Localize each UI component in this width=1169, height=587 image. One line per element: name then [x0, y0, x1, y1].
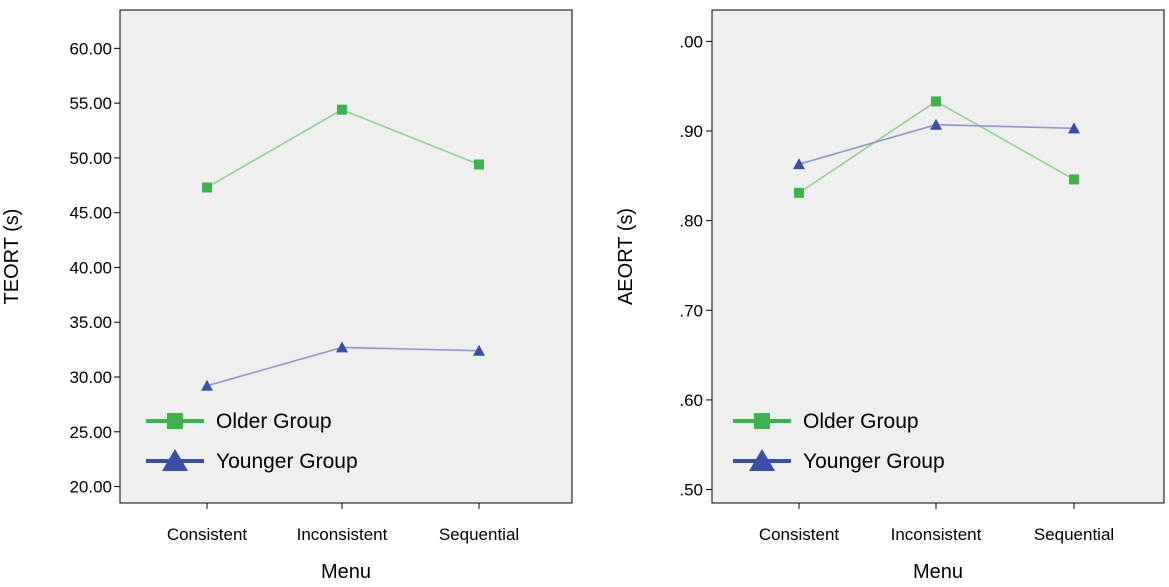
data-point	[793, 158, 805, 170]
legend-label: Older Group	[803, 410, 919, 433]
legend-marker	[167, 413, 183, 429]
y-tick-label: .70	[679, 301, 703, 320]
y-tick-label: 30.00	[69, 368, 112, 387]
legend: Older Group Younger Group	[146, 410, 358, 473]
y-tick-label: .50	[679, 481, 703, 500]
y-tick-label: 55.00	[69, 94, 112, 113]
x-tick-label: Inconsistent	[891, 525, 982, 544]
legend-marker	[749, 449, 775, 471]
legend-label: Older Group	[216, 410, 332, 433]
x-tick-label: Inconsistent	[297, 525, 388, 544]
y-tick-label: 45.00	[69, 204, 112, 223]
data-point	[202, 182, 212, 193]
y-tick-label: 40.00	[69, 258, 112, 277]
data-point	[1069, 174, 1079, 185]
y-tick-label: 50.00	[69, 149, 112, 168]
teort-chart: 20.00 25.00 30.00 35.00 40.00 45.00 50.00 55.00…	[1, 9, 573, 583]
y-tick-label: 60.00	[69, 39, 112, 58]
legend-marker	[754, 413, 770, 429]
legend-label: Younger Group	[803, 450, 945, 473]
y-tick-label: .80	[679, 212, 703, 231]
y-tick-label: 35.00	[69, 313, 112, 332]
x-axis-title: Menu	[913, 561, 963, 582]
y-axis-title: AEORT (s)	[615, 208, 637, 305]
data-point	[931, 96, 941, 107]
legend-marker	[162, 449, 188, 471]
plot-area	[119, 9, 573, 504]
legend-label: Younger Group	[216, 450, 358, 473]
data-point	[930, 118, 942, 130]
x-tick-label: Sequential	[1034, 525, 1114, 544]
data-point	[794, 187, 804, 198]
x-axis-title: Menu	[321, 561, 371, 582]
data-point	[1068, 122, 1080, 134]
legend: Older Group Younger Group	[733, 410, 945, 473]
x-tick-label: Sequential	[439, 525, 519, 544]
y-tick-label: 25.00	[69, 423, 112, 442]
data-point	[337, 104, 347, 115]
x-tick-label: Consistent	[759, 525, 840, 544]
y-axis-title: TEORT (s)	[1, 209, 23, 305]
x-tick-label: Consistent	[167, 525, 248, 544]
aeort-chart: .50 .60 .70 .80 .90 .00 Consistent Inconsistent…	[615, 9, 1165, 583]
data-point	[201, 379, 213, 391]
data-point	[473, 344, 485, 356]
data-point	[336, 341, 348, 353]
data-point	[474, 159, 484, 170]
plot-area	[711, 9, 1165, 504]
y-tick-label: .60	[679, 391, 703, 410]
y-tick-label: .90	[679, 122, 703, 141]
y-tick-label: .00	[679, 32, 703, 51]
y-tick-label: 20.00	[69, 478, 112, 497]
